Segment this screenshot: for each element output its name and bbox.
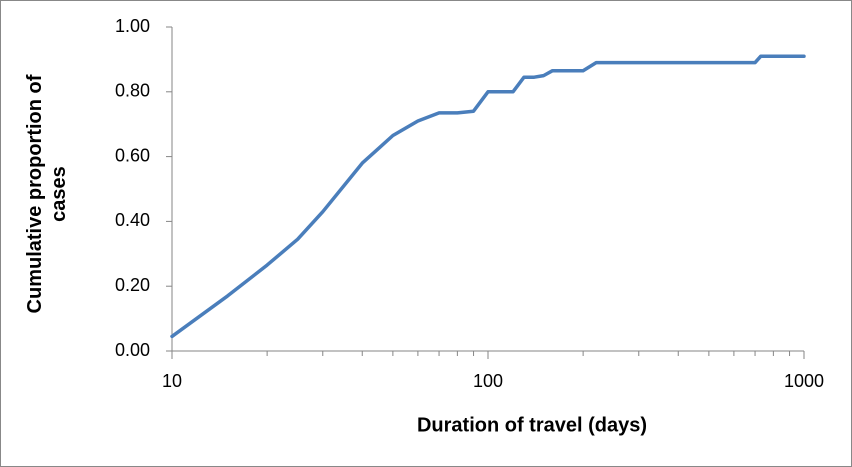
y-tick-label: 0.00 bbox=[115, 340, 150, 360]
data-line bbox=[170, 54, 806, 339]
x-axis-title: Duration of travel (days) bbox=[417, 414, 647, 436]
y-tick-label: 0.20 bbox=[115, 275, 150, 295]
x-tick-label: 10 bbox=[162, 371, 182, 391]
y-axis-title: Cumulative proportion of cases bbox=[24, 74, 70, 314]
x-tick-label: 100 bbox=[473, 371, 503, 391]
y-tick-label: 0.40 bbox=[115, 210, 150, 230]
y-tick-label: 0.80 bbox=[115, 81, 150, 101]
x-tick-label: 1000 bbox=[784, 371, 824, 391]
y-tick-label: 1.00 bbox=[115, 16, 150, 36]
y-tick-label: 0.60 bbox=[115, 145, 150, 165]
